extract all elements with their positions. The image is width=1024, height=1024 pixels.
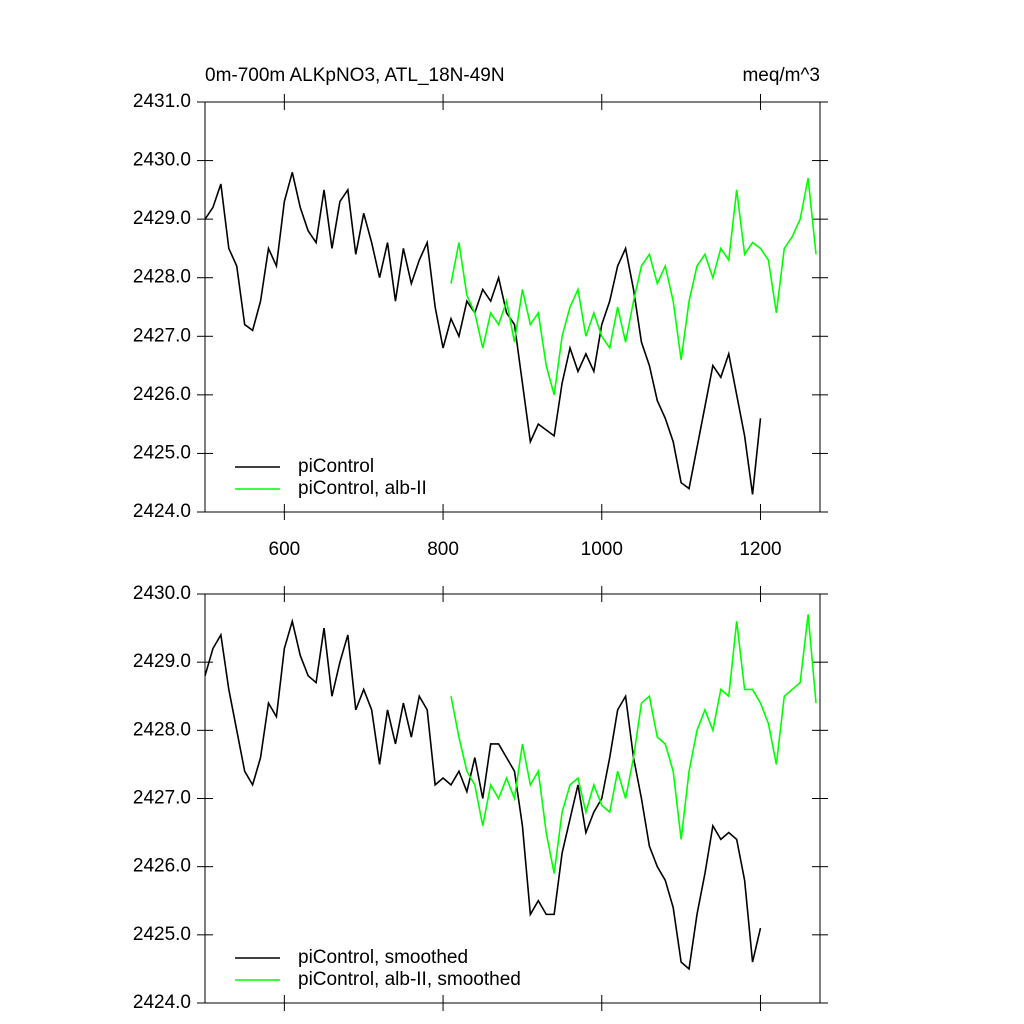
y-tick-label: 2429.0 [133, 208, 191, 229]
x-tick-label: 600 [269, 539, 301, 560]
units-label: meq/m^3 [742, 65, 820, 86]
x-tick-label: 1000 [581, 539, 623, 560]
y-tick-label: 2424.0 [133, 501, 191, 522]
y-tick-label: 2430.0 [133, 150, 191, 171]
y-tick-label: 2431.0 [133, 91, 191, 112]
y-tick-label: 2427.0 [133, 788, 191, 809]
x-tick-label: 1200 [739, 539, 781, 560]
legend-label: piControl, alb-II, smoothed [298, 969, 521, 990]
y-tick-label: 2424.0 [133, 992, 191, 1013]
data-line [204, 172, 762, 495]
legend-label: piControl, alb-II [298, 478, 427, 499]
y-tick-label: 2428.0 [133, 267, 191, 288]
x-tick-label: 800 [427, 539, 459, 560]
y-tick-label: 2428.0 [133, 719, 191, 740]
legend-label: piControl, smoothed [298, 947, 468, 968]
data-line [450, 177, 817, 396]
chart-title: 0m-700m ALKpNO3, ATL_18N-49N [205, 65, 505, 86]
y-tick-label: 2426.0 [133, 856, 191, 877]
plot-frame [204, 101, 821, 513]
y-tick-label: 2426.0 [133, 384, 191, 405]
y-tick-label: 2430.0 [133, 583, 191, 604]
y-tick-label: 2427.0 [133, 325, 191, 346]
plot-frame [204, 593, 821, 1004]
data-line [450, 614, 817, 874]
y-tick-label: 2429.0 [133, 651, 191, 672]
legend-label: piControl [298, 456, 374, 477]
y-tick-label: 2425.0 [133, 442, 191, 463]
y-tick-label: 2425.0 [133, 924, 191, 945]
data-line [204, 618, 762, 971]
